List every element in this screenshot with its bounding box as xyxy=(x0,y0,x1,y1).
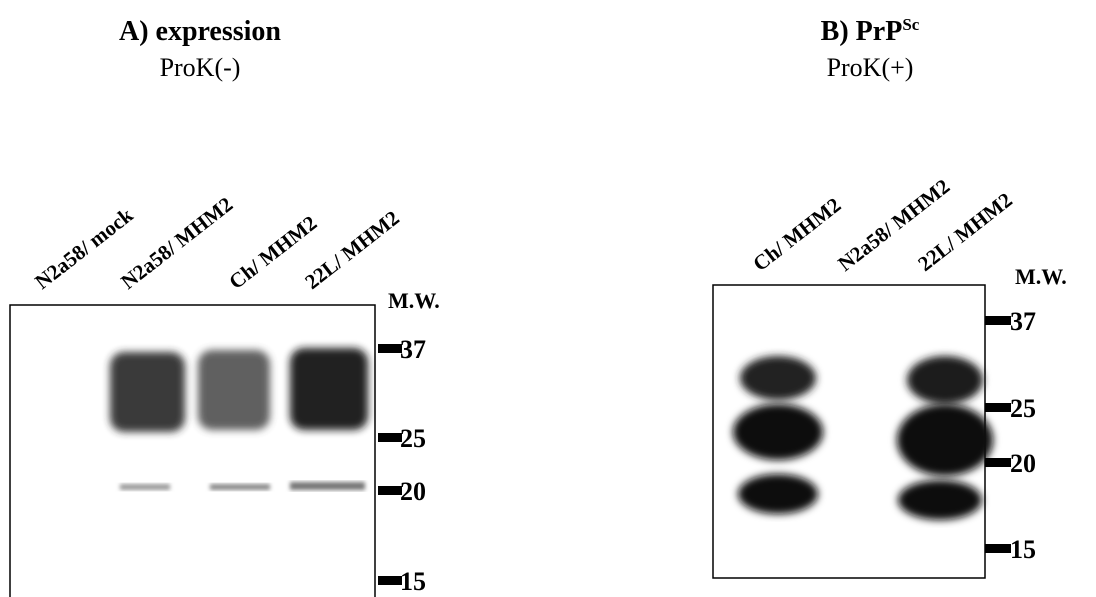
marker-bar xyxy=(378,344,402,353)
marker-label: 25 xyxy=(400,424,426,453)
panel-subtitle: ProK(+) xyxy=(827,53,914,82)
marker-bar xyxy=(985,403,1011,412)
title-text: B) PrP xyxy=(821,16,903,47)
figure: A) expression ProK(-) N2a58/ mock N2a58/… xyxy=(0,0,1096,597)
mw-label: M.W. xyxy=(1015,264,1067,289)
lane-label: 22L/ MHM2 xyxy=(300,206,403,294)
marker-bar xyxy=(378,433,402,442)
lane-label: Ch/ MHM2 xyxy=(748,193,845,276)
marker-bar xyxy=(378,486,402,495)
marker-bar xyxy=(985,544,1011,553)
marker-bar xyxy=(985,316,1011,325)
marker-label: 37 xyxy=(400,335,426,364)
marker-label: 15 xyxy=(1010,535,1036,564)
panel-title: B) PrPSc xyxy=(821,15,920,47)
marker-label: 15 xyxy=(400,567,426,596)
panel-title: A) expression xyxy=(119,16,281,47)
title-superscript: Sc xyxy=(902,15,919,34)
panel-subtitle: ProK(-) xyxy=(160,53,241,82)
marker-label: 20 xyxy=(1010,449,1036,478)
mw-label: M.W. xyxy=(388,288,440,313)
marker-label: 37 xyxy=(1010,307,1036,336)
marker-bar xyxy=(985,458,1011,467)
lane-label: N2a58/ MHM2 xyxy=(116,192,237,294)
marker-label: 25 xyxy=(1010,394,1036,423)
marker-label: 20 xyxy=(400,477,426,506)
marker-bar xyxy=(378,576,402,585)
